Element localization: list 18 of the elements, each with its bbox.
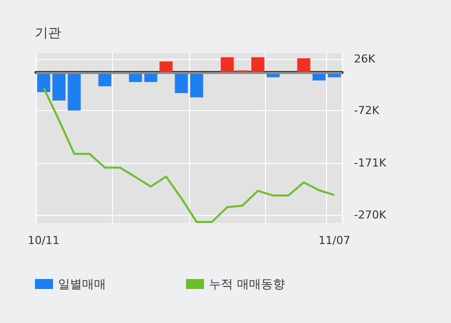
x-tick-label: 11/07 <box>318 234 350 247</box>
bar <box>52 72 66 101</box>
y-tick-label: 26K <box>354 52 376 66</box>
legend-label: 일별매매 <box>58 277 106 291</box>
y-tick-label: -270K <box>354 208 387 222</box>
legend-label: 누적 매매동향 <box>209 277 285 291</box>
line-series <box>42 86 336 223</box>
bar <box>68 72 81 111</box>
y-tick-label: -171K <box>354 156 387 170</box>
bar <box>160 61 173 73</box>
bar <box>174 72 188 94</box>
bar <box>251 57 264 73</box>
x-tick-label: 10/11 <box>28 234 60 247</box>
y-tick-label: -72K <box>354 104 380 118</box>
bar <box>220 57 234 73</box>
chart-title: 기관 <box>35 26 61 41</box>
bar <box>297 58 310 73</box>
bar <box>190 72 204 98</box>
